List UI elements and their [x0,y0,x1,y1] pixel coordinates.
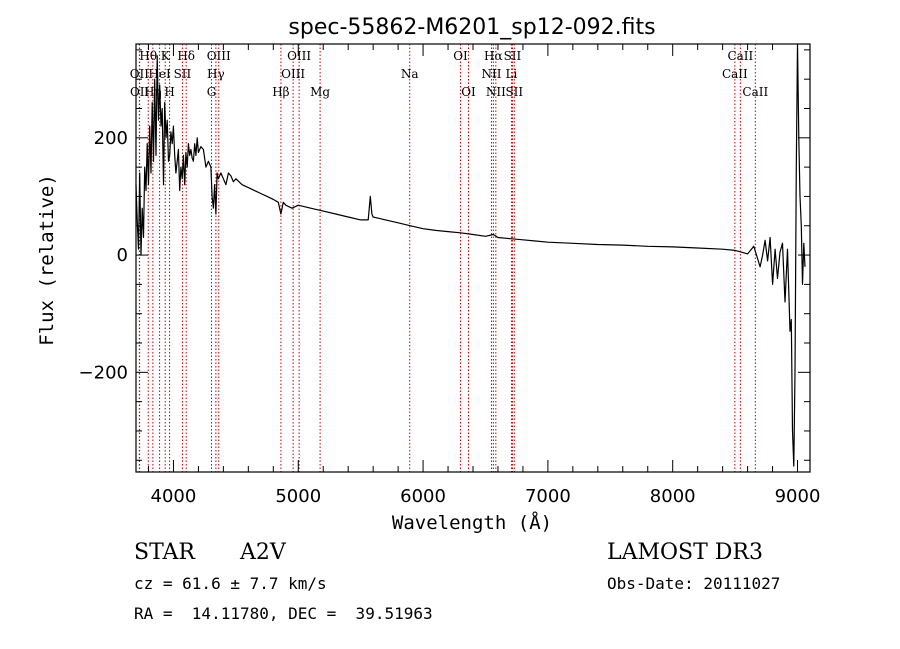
spectral-line-label: CaII [742,85,768,99]
x-tick-label: 5000 [275,486,321,507]
obs-date: Obs-Date: 20111027 [607,574,781,593]
spectral-line-label: Hθ [139,49,157,63]
y-tick-label: 200 [94,128,128,149]
spectral-line-label: OI [461,85,476,99]
spectral-line-label: G [207,85,217,99]
x-tick-label: 7000 [525,486,571,507]
spectral-line-label: CaII [722,67,748,81]
spectral-line-label: NII [486,85,506,99]
spectral-line-label: OIII [287,49,311,63]
spectral-line-label: SII [174,67,192,81]
spectral-line-label: OIII [207,49,231,63]
redshift-cz: cz = 61.6 ± 7.7 km/s [134,574,327,593]
spectral-line-label: OII [130,67,150,81]
spectral-line-label: Na [401,67,419,81]
spectral-line-label: Hγ [207,67,225,81]
chart-title: spec-55862-M6201_sp12-092.fits [288,15,655,40]
y-tick-label: 0 [117,245,128,266]
spectral-line-label: K [161,49,171,63]
ra-dec: RA = 14.11780, DEC = 39.51963 [134,604,433,623]
x-tick-label: 6000 [400,486,446,507]
plot-frame [135,43,811,473]
spectral-line-label: NII [481,67,501,81]
spectral-line-label: Hα [484,49,503,63]
y-tick-label: −200 [79,362,128,383]
spectral-line-label: Hδ [177,49,195,63]
spectral-line-label: Mg [310,85,330,99]
survey-name: LAMOST DR3 [607,540,763,565]
spectral-line-label: HeI [148,67,171,81]
x-axis-label: Wavelength (Å) [392,511,552,534]
x-tick-label: 8000 [650,486,696,507]
spectral-line-label: OIII [281,67,305,81]
y-axis-label: Flux (relative) [36,174,58,346]
spectral-line-label: CaII [727,49,753,63]
spectral-line-label: OII [130,85,150,99]
x-tick-label: 9000 [775,486,821,507]
spectral-line-label: Li [506,67,518,81]
spectral-line-label: OI [453,49,468,63]
object-subclass: A2V [240,540,286,565]
x-tick-label: 4000 [151,486,197,507]
spectral-line-label: H [164,85,174,99]
spectral-line-label: SII [504,49,522,63]
object-class: STAR [134,540,195,565]
spectrum-series-line [135,43,806,467]
spectral-line-label: SII [505,85,523,99]
spectral-line-label: Hβ [272,85,289,99]
